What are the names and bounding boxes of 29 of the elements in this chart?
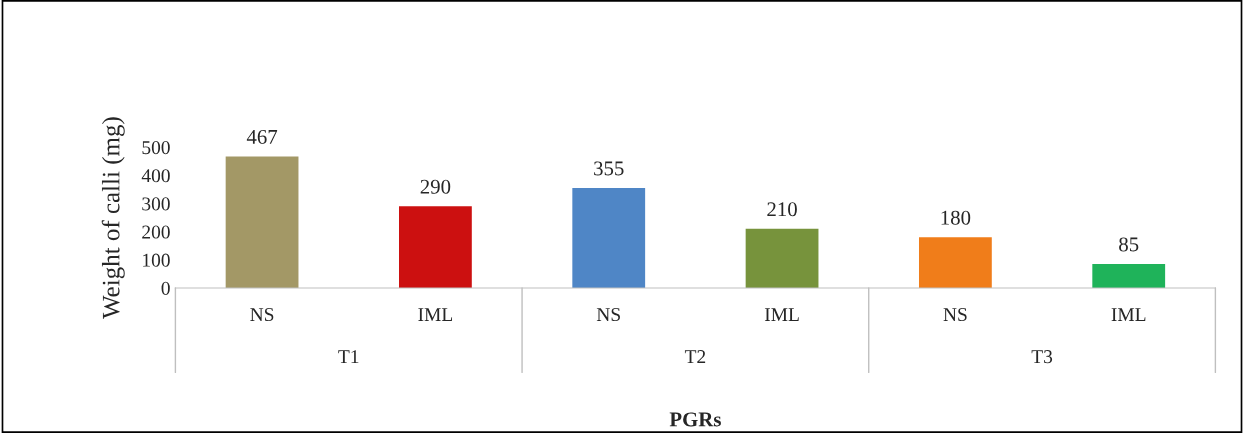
y-tick-label: 300	[142, 197, 170, 211]
x-tick-label: IML	[418, 308, 453, 321]
text: T2	[684, 350, 706, 363]
bar	[745, 228, 819, 288]
y-tick-label: 500	[142, 141, 170, 155]
x-tick-label: IML	[764, 308, 799, 321]
y-axis-title: Weight of calli (mg)	[101, 117, 125, 319]
y-tick-label: 100	[143, 253, 170, 267]
data-label: 85	[1119, 237, 1139, 252]
data-label: 467	[246, 129, 278, 144]
x-tick-label: NS	[250, 308, 274, 322]
data-label: 210	[767, 202, 797, 217]
bar	[225, 156, 299, 288]
bar	[1092, 264, 1166, 288]
data-label: 355	[594, 161, 624, 176]
y-tick-label: 200	[142, 225, 170, 239]
x-axis-title: PGRs	[669, 412, 721, 427]
data-label: 180	[941, 210, 971, 225]
x-tick-label: NS	[596, 308, 620, 322]
bar	[399, 206, 472, 288]
x-tick-label: IML	[1111, 308, 1146, 321]
data-label: 290	[420, 179, 451, 194]
bar	[572, 188, 646, 288]
text: T3	[1031, 350, 1053, 364]
y-tick-label: 0	[161, 281, 170, 295]
text: T1	[338, 350, 359, 363]
y-tick-label: 400	[141, 169, 170, 183]
bar	[918, 237, 992, 288]
x-tick-label: NS	[943, 308, 967, 322]
